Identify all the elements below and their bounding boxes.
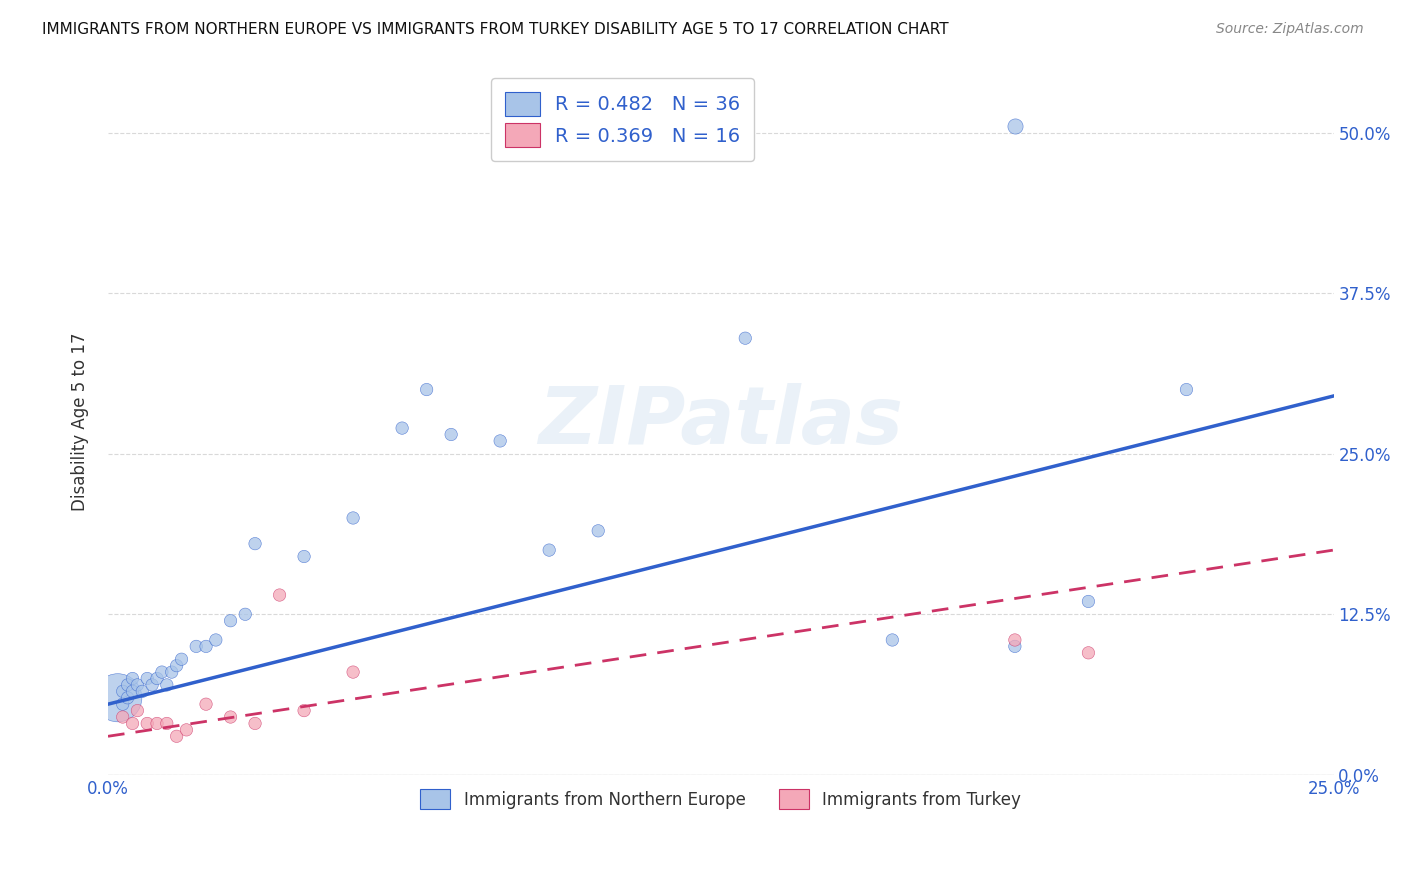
- Y-axis label: Disability Age 5 to 17: Disability Age 5 to 17: [72, 333, 89, 511]
- Point: [166, 658, 188, 673]
- Point: [186, 640, 208, 654]
- Point: [111, 684, 134, 698]
- Point: [131, 684, 153, 698]
- Point: [1004, 632, 1026, 647]
- Point: [292, 704, 315, 718]
- Point: [176, 723, 198, 737]
- Point: [127, 678, 149, 692]
- Point: [121, 672, 143, 686]
- Point: [269, 588, 291, 602]
- Point: [195, 697, 218, 711]
- Point: [111, 697, 134, 711]
- Point: [136, 716, 159, 731]
- Point: [205, 632, 228, 647]
- Point: [166, 729, 188, 743]
- Point: [233, 607, 256, 622]
- Point: [121, 684, 143, 698]
- Point: [107, 690, 129, 705]
- Point: [538, 543, 561, 558]
- Point: [415, 383, 437, 397]
- Point: [391, 421, 413, 435]
- Point: [117, 690, 139, 705]
- Point: [111, 710, 134, 724]
- Point: [1175, 383, 1198, 397]
- Point: [342, 665, 364, 679]
- Point: [127, 704, 149, 718]
- Text: ZIPatlas: ZIPatlas: [538, 383, 903, 460]
- Point: [156, 716, 179, 731]
- Text: Source: ZipAtlas.com: Source: ZipAtlas.com: [1216, 22, 1364, 37]
- Point: [195, 640, 218, 654]
- Point: [121, 716, 143, 731]
- Point: [156, 678, 179, 692]
- Point: [136, 672, 159, 686]
- Point: [440, 427, 463, 442]
- Point: [243, 716, 266, 731]
- Point: [219, 710, 242, 724]
- Point: [586, 524, 609, 538]
- Point: [170, 652, 193, 666]
- Point: [489, 434, 512, 448]
- Text: IMMIGRANTS FROM NORTHERN EUROPE VS IMMIGRANTS FROM TURKEY DISABILITY AGE 5 TO 17: IMMIGRANTS FROM NORTHERN EUROPE VS IMMIG…: [42, 22, 949, 37]
- Point: [160, 665, 183, 679]
- Legend: Immigrants from Northern Europe, Immigrants from Turkey: Immigrants from Northern Europe, Immigra…: [413, 782, 1028, 816]
- Point: [219, 614, 242, 628]
- Point: [1004, 640, 1026, 654]
- Point: [292, 549, 315, 564]
- Point: [150, 665, 173, 679]
- Point: [117, 678, 139, 692]
- Point: [1004, 120, 1026, 134]
- Point: [882, 632, 904, 647]
- Point: [734, 331, 756, 345]
- Point: [141, 678, 163, 692]
- Point: [342, 511, 364, 525]
- Point: [243, 536, 266, 550]
- Point: [1077, 646, 1099, 660]
- Point: [146, 672, 169, 686]
- Point: [146, 716, 169, 731]
- Point: [1077, 594, 1099, 608]
